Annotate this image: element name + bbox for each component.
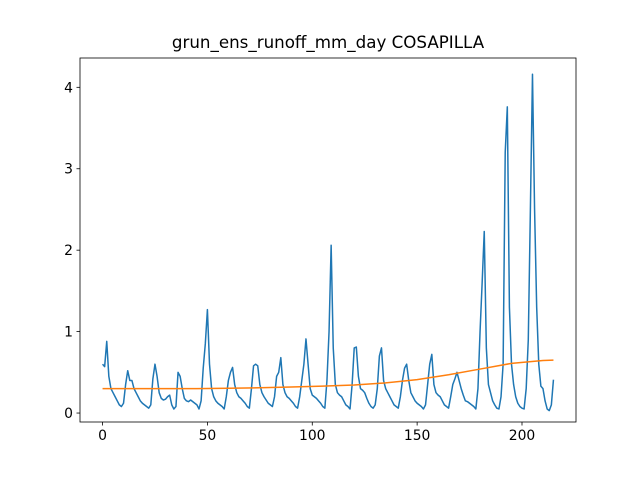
plot-frame [79, 57, 577, 423]
data-line [102, 359, 554, 390]
y-tick-label: 1 [64, 325, 73, 341]
x-tick-label: 50 [199, 428, 217, 444]
chart-title: grun_ens_runoff_mm_day COSAPILLA [172, 32, 485, 53]
y-tick-label: 0 [64, 406, 73, 422]
x-tick-label: 150 [404, 428, 431, 444]
y-tick-label: 2 [64, 243, 73, 259]
y-tick-label: 4 [64, 80, 73, 96]
y-tick-label: 3 [64, 162, 73, 178]
x-tick-label: 200 [509, 428, 536, 444]
x-tick-label: 100 [299, 428, 326, 444]
x-tick-label: 0 [98, 428, 107, 444]
data-line [101, 73, 555, 412]
